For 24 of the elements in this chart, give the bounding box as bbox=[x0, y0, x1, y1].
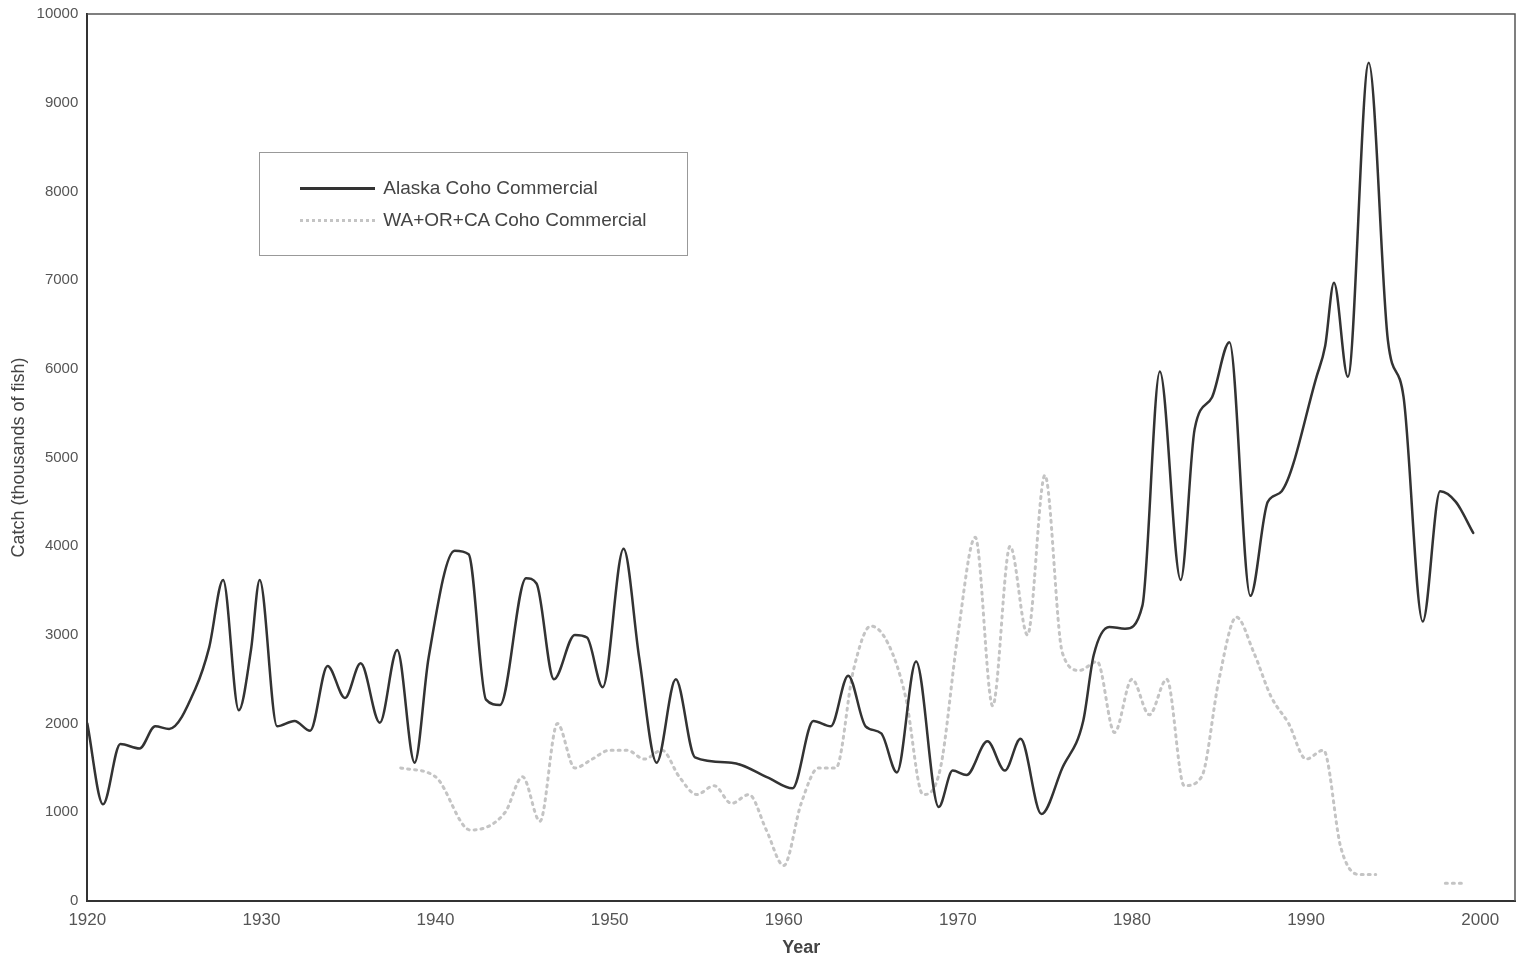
y-tick-label: 0 bbox=[69, 891, 79, 909]
legend-label: WA+OR+CA Coho Commercial bbox=[383, 209, 647, 231]
x-tick-label: 1970 bbox=[938, 909, 977, 929]
y-tick-label: 3000 bbox=[44, 625, 79, 643]
x-tick-label: 1980 bbox=[1113, 909, 1151, 929]
y-axis-title: Catch (thousands of fish) bbox=[7, 357, 28, 558]
x-tick-label: 1990 bbox=[1287, 909, 1325, 929]
x-axis-title: Year bbox=[782, 937, 821, 958]
x-tick-label: 1930 bbox=[242, 909, 281, 929]
x-tick-label: 2000 bbox=[1461, 909, 1500, 929]
y-tick-label: 2000 bbox=[44, 713, 79, 731]
y-tick-label: 9000 bbox=[44, 92, 79, 110]
x-tick-label: 1950 bbox=[590, 909, 629, 929]
y-tick-label: 8000 bbox=[44, 181, 79, 199]
y-tick-label: 7000 bbox=[44, 270, 79, 288]
legend-label: Alaska Coho Commercial bbox=[383, 177, 598, 199]
y-tick-label: 6000 bbox=[44, 358, 79, 376]
y-tick-label: 4000 bbox=[44, 536, 79, 554]
y-tick-label: 5000 bbox=[44, 447, 79, 465]
x-tick-label: 1940 bbox=[416, 909, 455, 929]
y-tick-label: 1000 bbox=[44, 802, 79, 820]
y-tick-label: 10000 bbox=[36, 4, 79, 22]
x-tick-label: 1920 bbox=[68, 909, 107, 929]
x-tick-label: 1960 bbox=[764, 909, 803, 929]
